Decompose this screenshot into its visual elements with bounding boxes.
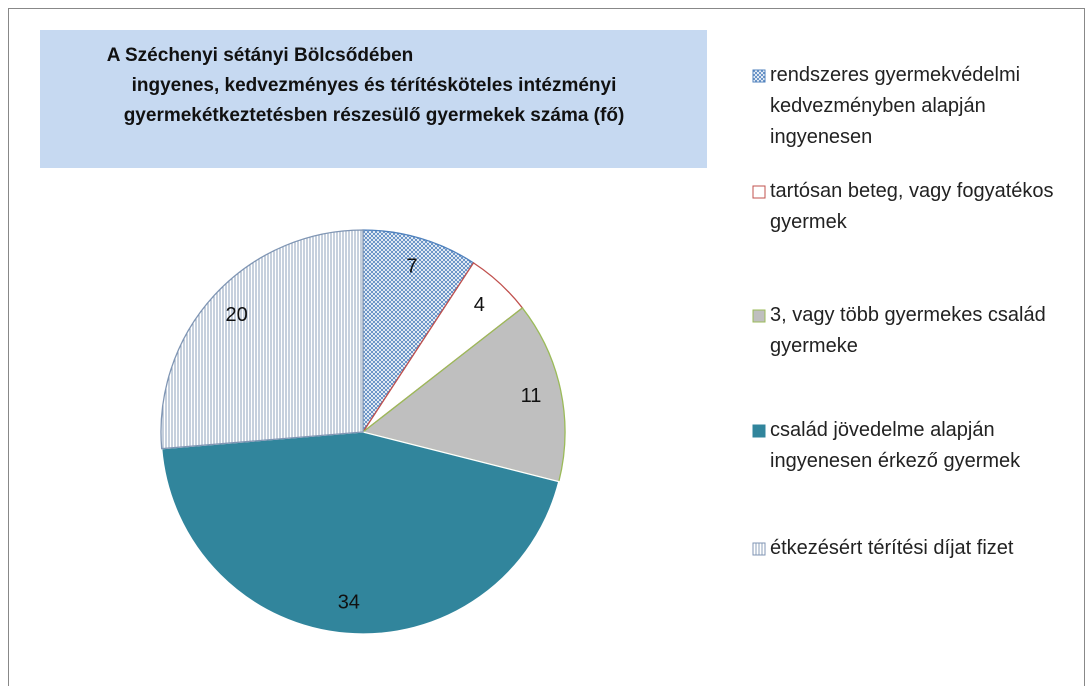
legend-swatch-box xyxy=(752,309,766,323)
title-line: ingyenes, kedvezményes és térítésköteles… xyxy=(132,75,617,96)
legend-label: tartósan beteg, vagy fogyatékos gyermek xyxy=(770,180,1054,233)
legend-item: rendszeres gyermekvédelmi kedvezményben … xyxy=(752,60,1082,153)
title-line: gyermekétkeztetésben részesülő gyermekek… xyxy=(124,105,625,126)
legend-label: rendszeres gyermekvédelmi kedvezményben … xyxy=(770,64,1021,148)
legend-label: család jövedelme alapján ingyenesen érke… xyxy=(770,419,1021,472)
legend-swatch-box xyxy=(752,69,766,83)
legend-swatch xyxy=(752,542,766,556)
data-label: 34 xyxy=(338,591,360,613)
data-label: 11 xyxy=(521,385,542,407)
pie-slice xyxy=(362,229,475,435)
legend-item: étkezésért térítési díjat fizet xyxy=(752,533,1082,564)
legend-item: 3, vagy több gyermekes család gyermeke xyxy=(752,300,1082,362)
legend-swatch-box xyxy=(752,424,766,438)
data-label: 20 xyxy=(226,304,248,326)
legend-swatch xyxy=(752,69,766,83)
legend-item: tartósan beteg, vagy fogyatékos gyermek xyxy=(752,176,1082,238)
legend-item: család jövedelme alapján ingyenesen érke… xyxy=(752,415,1082,477)
data-label: 7 xyxy=(406,256,417,278)
legend-swatch xyxy=(752,185,766,199)
legend-label: étkezésért térítési díjat fizet xyxy=(770,537,1014,559)
legend-label: 3, vagy több gyermekes család gyermeke xyxy=(770,304,1046,357)
chart-title: A Széchenyi sétányi Bölcsődében ingyenes,… xyxy=(107,45,625,126)
legend-swatch xyxy=(752,424,766,438)
title-box xyxy=(40,30,707,168)
legend-swatch-box xyxy=(752,185,766,199)
title-line: A Széchenyi sétányi Bölcsődében xyxy=(107,45,414,66)
legend-swatch xyxy=(752,309,766,323)
pie-slice xyxy=(160,431,560,635)
pie: 7 4 11 34 20 xyxy=(160,229,566,635)
pie-slice xyxy=(361,307,566,483)
data-label: 4 xyxy=(474,294,485,316)
pie-slice xyxy=(160,229,364,450)
legend-swatch-box xyxy=(752,542,766,556)
